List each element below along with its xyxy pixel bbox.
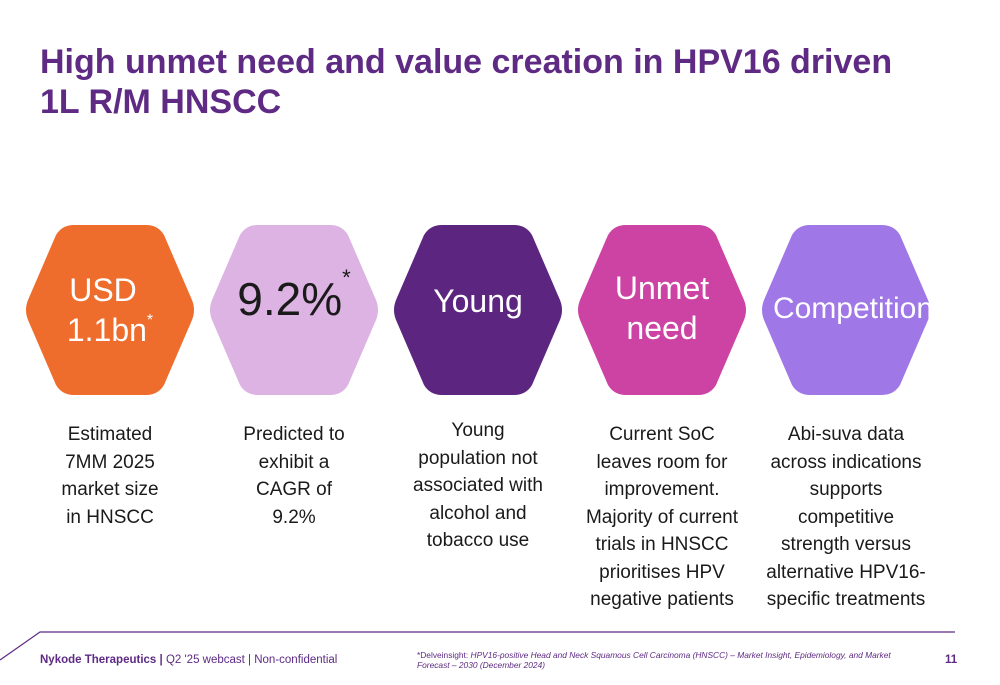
hexagon-text-line: 9.2%* xyxy=(237,266,350,322)
source-footnote: *Delveinsight: HPV16-positive Head and N… xyxy=(417,650,917,670)
page-number: 11 xyxy=(945,654,958,666)
description-line: prioritises HPV xyxy=(599,561,725,583)
card-competition: Competition Abi-suva data across indicat… xyxy=(756,225,936,614)
hexagon-text: Competition xyxy=(762,225,934,395)
hexagon-text-line: 1.1bn* xyxy=(67,310,153,350)
hexagon-shape xyxy=(394,225,562,395)
description-line: tobacco use xyxy=(426,530,530,551)
description-line: improvement. xyxy=(604,479,720,500)
slide-title-line-1: High unmet need and value creation in HP… xyxy=(40,43,893,81)
card-description: Current SoC leaves room for improvement.… xyxy=(572,421,752,614)
description-line: in HNSCC xyxy=(66,506,154,528)
hexagon-text: USD 1.1bn* xyxy=(26,225,194,395)
hexagon-value: 1.1bn xyxy=(66,312,147,348)
hexagon-unmet-need: Unmet need xyxy=(578,225,746,395)
company-name: Nykode Therapeutics xyxy=(40,654,157,666)
description-line: CAGR of xyxy=(255,479,333,500)
hexagon-shape xyxy=(210,225,378,395)
hexagon-competition: Competition xyxy=(762,225,934,395)
hexagon-shape xyxy=(578,225,746,395)
footnote-marker: * xyxy=(342,264,351,290)
card-young: Young Young population not associated wi… xyxy=(388,225,568,555)
description-line: market size xyxy=(61,479,159,500)
footer-separator: | xyxy=(156,654,166,666)
hexagon-market-size: USD 1.1bn* xyxy=(26,225,194,395)
footnote-marker: * xyxy=(146,312,154,330)
description-line: competitive xyxy=(797,506,895,528)
description-line: Estimated xyxy=(67,424,153,445)
description-line: leaves room for xyxy=(596,451,728,473)
footer-info: Q2 '25 webcast | Non-confidential xyxy=(165,654,338,666)
footer-company: Nykode Therapeutics | Q2 '25 webcast | N… xyxy=(40,654,337,666)
card-cagr: 9.2%* Predicted to exhibit a CAGR of 9.2… xyxy=(204,225,384,531)
description-line: trials in HNSCC xyxy=(595,534,729,555)
card-unmet-need: Unmet need Current SoC leaves room for i… xyxy=(572,225,752,614)
hexagon-text: Young xyxy=(394,225,562,395)
description-line: strength versus xyxy=(781,534,911,555)
card-market-size: USD 1.1bn* Estimated 7MM 2025 market siz… xyxy=(20,225,200,531)
description-line: Current SoC xyxy=(609,424,715,445)
hexagon-young: Young xyxy=(394,225,562,395)
card-description: Predicted to exhibit a CAGR of 9.2% xyxy=(204,421,384,531)
description-line: alcohol and xyxy=(429,502,527,524)
slide-title: High unmet need and value creation in HP… xyxy=(40,42,940,122)
card-description: Abi-suva data across indications support… xyxy=(756,421,936,614)
hexagon-text-line: Young xyxy=(433,283,523,319)
slide-title-line-2: 1L R/M HNSCC xyxy=(40,83,282,121)
description-line: across indications xyxy=(770,451,922,473)
source-title: HPV16-positive Head and Neck Squamous Ce… xyxy=(417,650,891,670)
card-description: Estimated 7MM 2025 market size in HNSCC xyxy=(20,421,200,531)
description-line: negative patients xyxy=(590,589,734,610)
description-line: alternative HPV16- xyxy=(766,561,926,583)
hexagon-value: 9.2% xyxy=(237,273,343,325)
description-line: Majority of current xyxy=(585,506,739,528)
description-line: specific treatments xyxy=(766,589,926,610)
footer-divider xyxy=(0,631,955,661)
description-line: Predicted to xyxy=(243,424,345,445)
description-line: Abi-suva data xyxy=(787,424,905,445)
hexagon-text-line: Unmet xyxy=(614,270,710,306)
hexagon-shape xyxy=(26,225,194,395)
hexagon-text-line: USD xyxy=(69,272,137,308)
hexagon-text: 9.2%* xyxy=(210,225,378,395)
hexagon-text: Unmet need xyxy=(578,225,746,395)
source-prefix: *Delveinsight: xyxy=(417,650,471,660)
hexagon-shape xyxy=(762,225,930,395)
description-line: Young xyxy=(451,420,505,441)
hexagon-text-line: Competition xyxy=(772,292,934,325)
description-line: associated with xyxy=(413,475,543,496)
description-line: 9.2% xyxy=(272,506,316,528)
description-line: 7MM 2025 xyxy=(65,451,155,473)
card-description: Young population not associated with alc… xyxy=(388,417,568,555)
hexagon-text-line: need xyxy=(626,310,698,346)
description-line: supports xyxy=(809,479,883,500)
hexagon-cagr: 9.2%* xyxy=(210,225,378,395)
description-line: exhibit a xyxy=(258,451,330,473)
description-line: population not xyxy=(418,447,538,469)
